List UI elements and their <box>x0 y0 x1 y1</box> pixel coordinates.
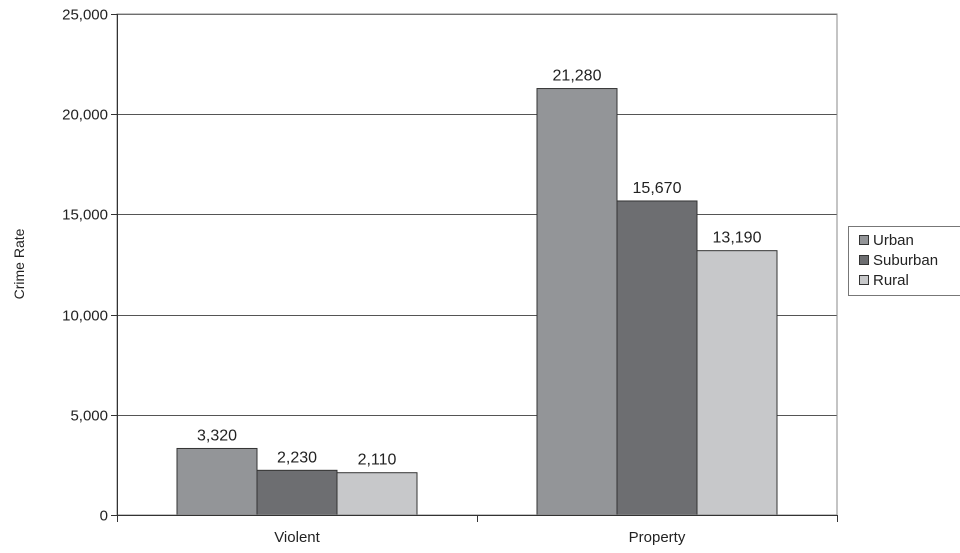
y-tick-label: 10,000 <box>62 308 108 325</box>
y-tick-label: 5,000 <box>70 408 108 425</box>
data-label: 2,230 <box>277 449 317 466</box>
y-tick-label: 0 <box>100 508 108 525</box>
y-tick-label: 25,000 <box>62 7 108 24</box>
data-label: 2,110 <box>358 452 397 469</box>
legend-label-rural: Rural <box>873 271 909 289</box>
x-tick-label: Property <box>629 529 686 546</box>
bar-rural-property <box>696 250 778 516</box>
data-label: 3,320 <box>197 427 237 444</box>
legend-swatch-suburban <box>859 255 869 265</box>
legend-item-suburban: Suburban <box>859 250 960 270</box>
data-label: 15,670 <box>633 180 682 197</box>
bar-rural-violent <box>336 472 418 516</box>
legend-item-rural: Rural <box>859 270 960 290</box>
legend-item-urban: Urban <box>859 230 960 250</box>
y-tick-label: 20,000 <box>62 107 108 124</box>
bar-urban-property <box>536 88 618 516</box>
labels: 0 5,000 10,000 15,000 20,000 25,000 Violent 3,3… <box>62 7 761 547</box>
axes <box>111 13 838 522</box>
bars <box>176 88 778 516</box>
y-tick-label: 15,000 <box>62 207 108 224</box>
data-label: 21,280 <box>553 68 602 85</box>
bar-suburban-violent <box>256 469 338 516</box>
legend-swatch-rural <box>859 275 869 285</box>
legend-swatch-urban <box>859 235 869 245</box>
data-label: 13,190 <box>713 230 762 247</box>
bar-urban-violent <box>176 447 258 516</box>
x-tick-label: Violent <box>274 529 320 546</box>
y-axis-title: Crime Rate <box>11 228 27 299</box>
legend-label-suburban: Suburban <box>873 251 939 269</box>
bar-suburban-property <box>616 200 698 516</box>
legend-label-urban: Urban <box>873 231 914 249</box>
legend: Urban Suburban Rural <box>848 226 960 296</box>
